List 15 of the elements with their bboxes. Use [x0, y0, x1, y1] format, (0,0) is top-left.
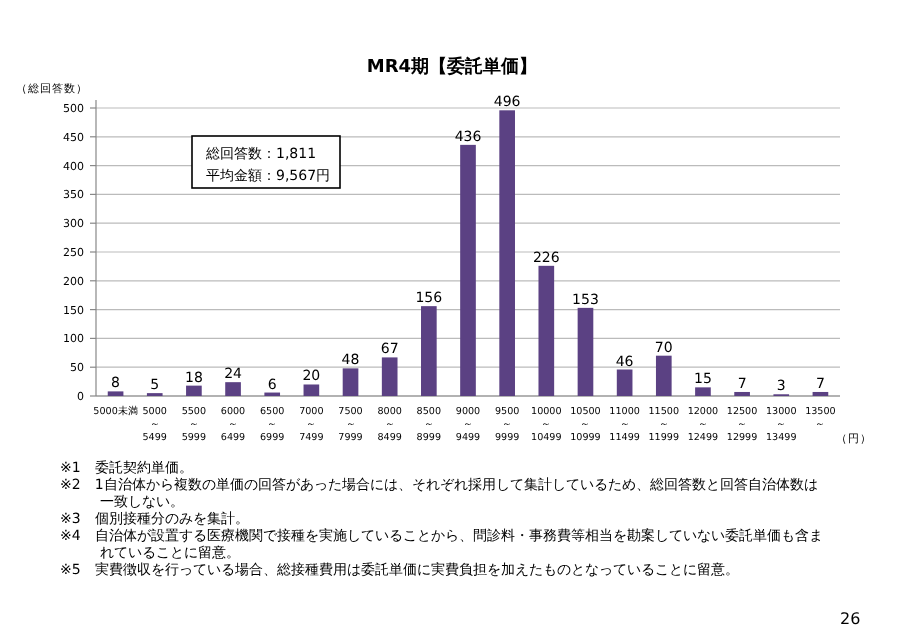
bar — [577, 307, 594, 396]
bar — [225, 382, 241, 396]
bar — [342, 368, 359, 396]
bar — [381, 357, 398, 396]
bar — [499, 110, 515, 396]
bar — [655, 355, 672, 396]
text: 26 — [840, 610, 861, 628]
bar — [186, 385, 202, 396]
bar — [421, 306, 437, 396]
bar — [303, 384, 320, 396]
bar — [616, 369, 633, 396]
bar — [695, 387, 711, 396]
bar — [538, 265, 555, 396]
bar — [460, 144, 476, 396]
chart-title: MR4期【委託単価】 — [366, 56, 538, 78]
